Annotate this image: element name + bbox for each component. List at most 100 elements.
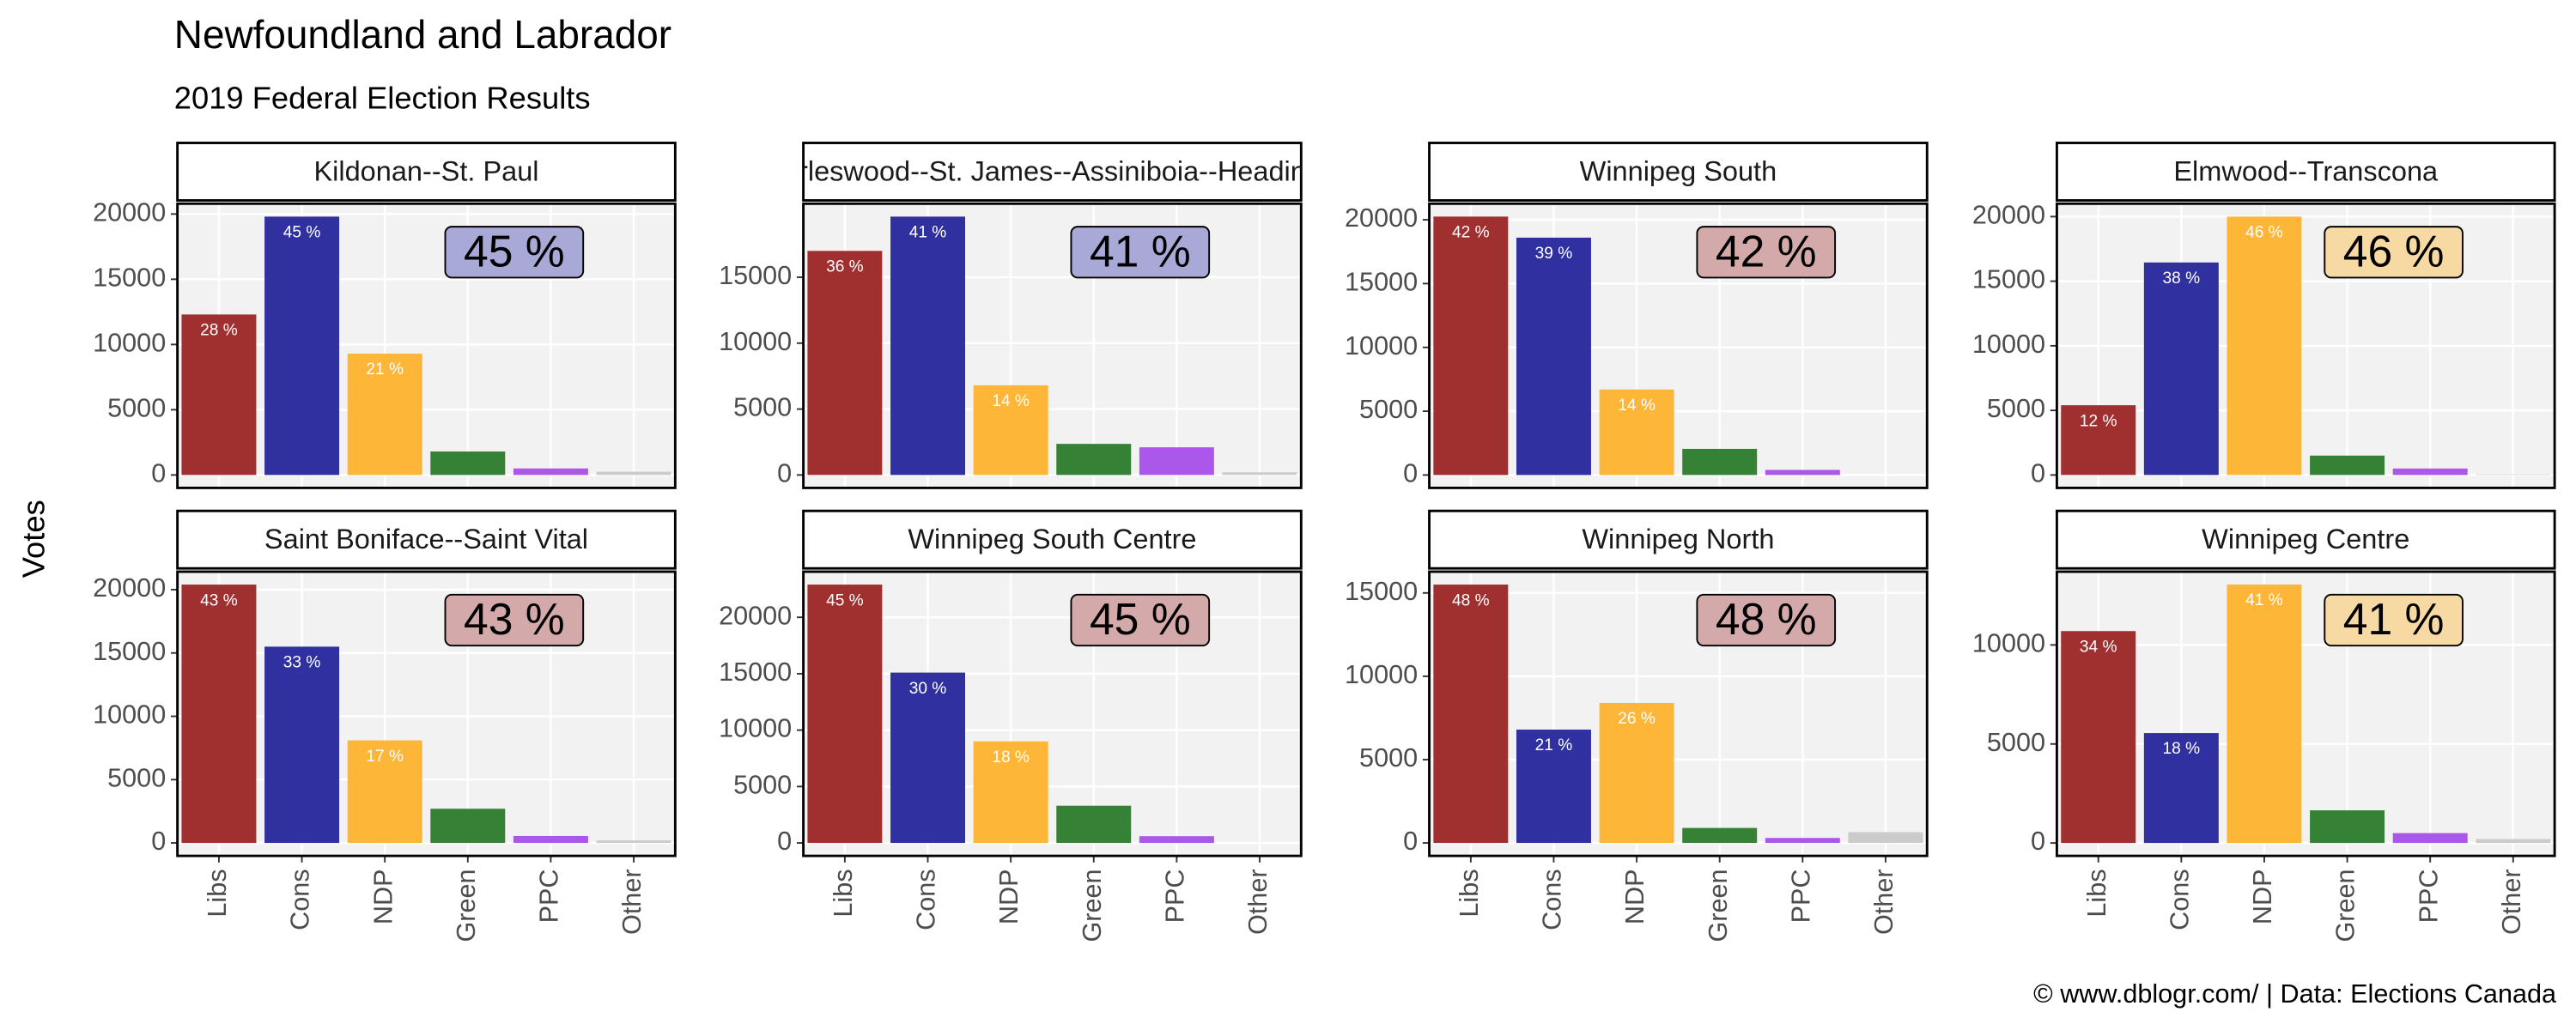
winner-label: 45 % [1090, 594, 1191, 644]
y-tick-label: 15000 [93, 263, 166, 292]
x-tick-label: Other [617, 869, 647, 935]
bar-label: 39 % [1535, 245, 1573, 263]
bar [1222, 472, 1297, 476]
x-tick-label: Other [1869, 869, 1899, 935]
strip [802, 509, 1303, 570]
bar-label: 42 % [1452, 224, 1490, 242]
bar [1765, 470, 1840, 476]
bar-label: 33 % [283, 654, 321, 672]
bar-label: 14 % [992, 392, 1030, 410]
y-tick-label: 5000 [733, 770, 792, 799]
bar [2227, 585, 2302, 844]
y-tick-label: 10000 [93, 328, 166, 357]
bar-label: 34 % [2080, 638, 2117, 656]
bar [430, 451, 506, 476]
x-tick-label: PPC [1786, 869, 1815, 923]
y-tick-label: 0 [2031, 827, 2045, 856]
x-tick-label: Cons [912, 869, 941, 930]
bar [807, 251, 883, 476]
y-tick-label: 10000 [1345, 660, 1418, 689]
x-tick-label: Cons [286, 869, 315, 930]
y-tick-label: 0 [1403, 458, 1418, 488]
winner-box [1070, 593, 1211, 647]
panel-background [177, 203, 676, 488]
x-tick-label: Other [1243, 869, 1273, 935]
bar-label: 12 % [2080, 412, 2117, 430]
panel-background [803, 572, 1302, 857]
x-tick-label: NDP [368, 869, 398, 924]
y-tick-label: 5000 [1359, 395, 1418, 424]
bar [1516, 237, 1591, 476]
bar [513, 468, 588, 476]
x-tick-label: Green [1078, 869, 1107, 942]
y-axis-label: Votes [16, 500, 52, 578]
panel-border [2055, 202, 2556, 489]
x-tick-label: Other [2497, 869, 2526, 935]
x-tick-label: NDP [1620, 869, 1649, 924]
y-tick-label: 10000 [1972, 628, 2045, 657]
bar [347, 740, 422, 844]
bar-label: 43 % [200, 591, 238, 609]
panel-background [1429, 203, 1928, 488]
bar [347, 353, 422, 476]
caption: © www.dblogr.com/ | Data: Elections Cana… [2033, 979, 2557, 1009]
panel-border [176, 570, 677, 857]
bar [2061, 405, 2136, 476]
bar-label: 46 % [2245, 224, 2283, 242]
y-tick-label: 5000 [1359, 743, 1418, 772]
winner-box [1070, 226, 1211, 279]
y-tick-label: 20000 [1345, 203, 1418, 233]
bar [1516, 730, 1591, 844]
bar [890, 672, 965, 844]
chart-subtitle: 2019 Federal Election Results [174, 80, 591, 115]
bar [1848, 832, 1923, 844]
strip [802, 142, 1303, 202]
panel-title: Winnipeg North [1582, 524, 1774, 554]
bar [2310, 455, 2385, 476]
bar-label: 30 % [909, 680, 947, 698]
bar [596, 840, 671, 844]
y-tick-label: 15000 [1972, 265, 2045, 294]
bar [1056, 444, 1132, 476]
bar [181, 585, 257, 844]
y-tick-label: 15000 [719, 261, 792, 290]
strip [176, 509, 677, 570]
y-tick-label: 0 [2031, 458, 2045, 488]
panel-background [177, 572, 676, 857]
x-tick-label: NDP [2248, 869, 2277, 924]
x-tick-label: PPC [2414, 869, 2443, 923]
y-tick-label: 5000 [733, 393, 792, 422]
bar [2476, 839, 2551, 844]
x-tick-label: Green [452, 869, 481, 942]
winner-box [1696, 226, 1837, 279]
bar [2392, 468, 2468, 476]
bar-label: 14 % [1618, 397, 1656, 415]
bar [1139, 836, 1214, 844]
y-tick-label: 15000 [1345, 267, 1418, 296]
panel-title: Saint Boniface--Saint Vital [264, 524, 588, 554]
bar [1139, 447, 1214, 476]
strip [2055, 142, 2556, 202]
y-tick-label: 5000 [1987, 394, 2045, 423]
winner-box [1696, 593, 1837, 647]
y-tick-label: 20000 [93, 573, 166, 603]
y-tick-label: 10000 [93, 700, 166, 730]
bar-label: 18 % [2163, 740, 2201, 758]
y-tick-label: 5000 [1987, 728, 2045, 757]
strip [1428, 509, 1929, 570]
x-tick-label: Libs [203, 869, 232, 917]
bar-label: 28 % [200, 322, 238, 340]
y-tick-label: 0 [151, 458, 166, 488]
strip [1428, 142, 1929, 202]
x-tick-label: Libs [1455, 869, 1484, 917]
panel-border [1428, 570, 1929, 857]
bar [513, 835, 588, 844]
panel-title: Kildonan--St. Paul [313, 156, 538, 187]
winner-box [2324, 593, 2464, 647]
bar-label: 36 % [826, 258, 864, 276]
bar [264, 216, 340, 476]
strip [176, 142, 677, 202]
panel-background [2057, 572, 2555, 857]
winner-label: 46 % [2343, 226, 2445, 276]
y-tick-label: 5000 [107, 763, 166, 792]
